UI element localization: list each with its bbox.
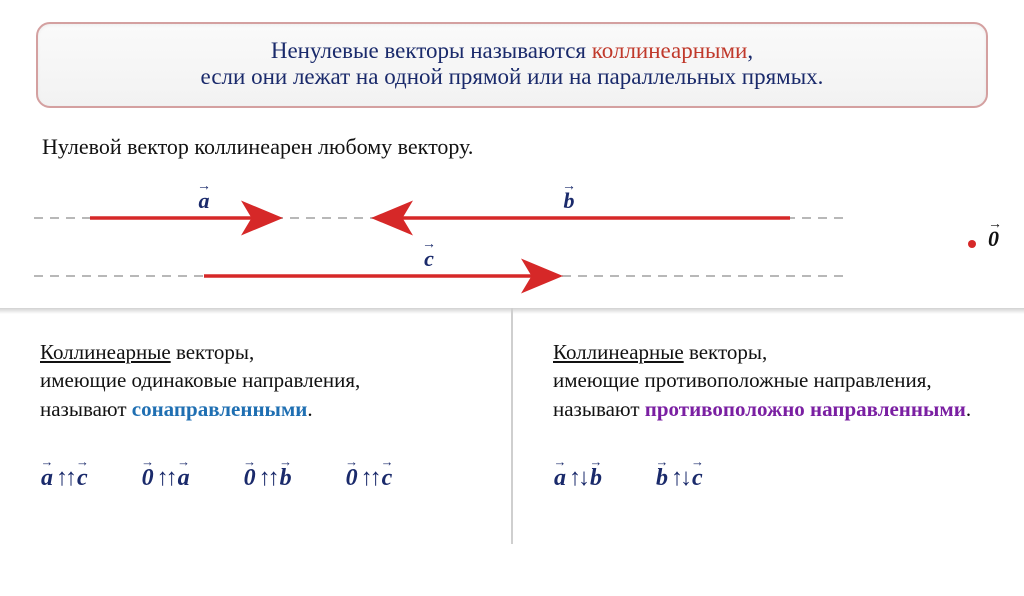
vec-c-sym: c xyxy=(424,246,434,271)
left-underlined: Коллинеарные xyxy=(40,340,171,364)
def-text: Ненулевые векторы называются xyxy=(271,38,592,63)
vector-a-label: →a xyxy=(197,184,211,214)
right-t4: называют xyxy=(553,397,645,421)
right-period: . xyxy=(966,397,971,421)
left-keyword: сонаправленными xyxy=(132,397,308,421)
formula-item: →0↑↑→c xyxy=(345,465,394,492)
vec-a-sym: a xyxy=(199,188,210,213)
right-underlined: Коллинеарные xyxy=(553,340,684,364)
right-text: Коллинеарные векторы, имеющие противопол… xyxy=(553,338,992,423)
definition-box: Ненулевые векторы называются коллинеарны… xyxy=(36,22,988,108)
right-column: Коллинеарные векторы, имеющие противопол… xyxy=(513,314,1024,544)
vec-zero-sym: 0 xyxy=(988,226,999,251)
formula-item: →a↑↑→c xyxy=(40,465,89,492)
formula-item: →a↑↓→b xyxy=(553,465,603,492)
vec-b-sym: b xyxy=(564,188,575,213)
definition-line1: Ненулевые векторы называются коллинеарны… xyxy=(58,38,966,64)
subtitle-text: Нулевой вектор коллинеарен любому вектор… xyxy=(42,134,1024,160)
right-formulas: →a↑↓→b →b↑↓→c xyxy=(553,465,992,492)
right-keyword: противоположно направленными xyxy=(645,397,966,421)
left-t2: векторы, xyxy=(171,340,255,364)
right-t3: имеющие противоположные направления, xyxy=(553,368,932,392)
vector-diagram: →a →b →c →0 xyxy=(0,174,1024,304)
left-column: Коллинеарные векторы, имеющие одинаковые… xyxy=(0,314,511,544)
definition-line2: если они лежат на одной прямой или на па… xyxy=(58,64,966,90)
vector-c-label: →c xyxy=(422,242,436,272)
formula-item: →b↑↓→c xyxy=(655,465,704,492)
formula-item: →0↑↑→a xyxy=(141,465,191,492)
bottom-columns: Коллинеарные векторы, имеющие одинаковые… xyxy=(0,314,1024,544)
vector-b-label: →b xyxy=(562,184,576,214)
zero-vector-dot xyxy=(968,240,976,248)
def-keyword: коллинеарными xyxy=(592,38,748,63)
left-t4: называют xyxy=(40,397,132,421)
diagram-svg xyxy=(0,174,1024,304)
left-t3: имеющие одинаковые направления, xyxy=(40,368,360,392)
def-text-end: , xyxy=(747,38,753,63)
formula-item: →0↑↑→b xyxy=(243,465,293,492)
left-formulas: →a↑↑→c →0↑↑→a →0↑↑→b →0↑↑→c xyxy=(40,465,479,492)
right-t2: векторы, xyxy=(684,340,768,364)
left-text: Коллинеарные векторы, имеющие одинаковые… xyxy=(40,338,479,423)
left-period: . xyxy=(307,397,312,421)
zero-vector-label: →0 xyxy=(988,222,1002,252)
